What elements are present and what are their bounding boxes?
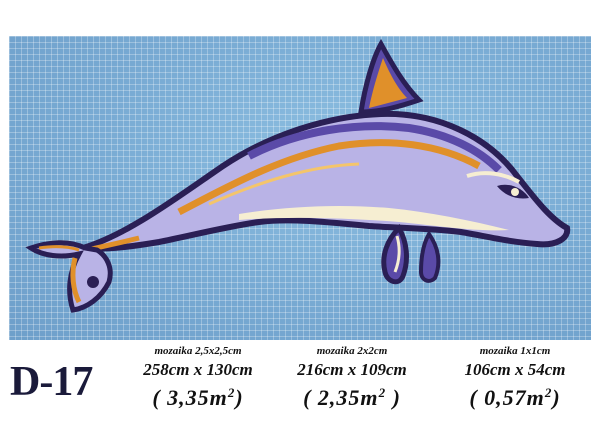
spec-small-tile: mozaika 1x1cm 106cm x 54cm ( 0,57m2) [440, 344, 590, 411]
dolphin-illustration [9, 36, 591, 340]
area: ( 2,35m2 ) [282, 380, 422, 411]
area: ( 0,57m2) [440, 380, 590, 411]
caption-row: D-17 mozaika 2,5x2,5cm 258cm x 130cm ( 3… [0, 340, 600, 438]
spec-large-tile: mozaika 2,5x2,5cm 258cm x 130cm ( 3,35m2… [128, 344, 268, 411]
dolphin-mosaic-image [9, 36, 591, 340]
product-code: D-17 [10, 358, 92, 406]
dimensions: 106cm x 54cm [440, 360, 590, 380]
tile-size: mozaika 2x2cm [282, 344, 422, 358]
dimensions: 258cm x 130cm [128, 360, 268, 380]
spec-medium-tile: mozaika 2x2cm 216cm x 109cm ( 2,35m2 ) [282, 344, 422, 411]
area: ( 3,35m2) [128, 380, 268, 411]
tile-size: mozaika 2,5x2,5cm [128, 344, 268, 358]
pectoral-fin [384, 228, 407, 282]
tile-size: mozaika 1x1cm [440, 344, 590, 358]
dimensions: 216cm x 109cm [282, 360, 422, 380]
